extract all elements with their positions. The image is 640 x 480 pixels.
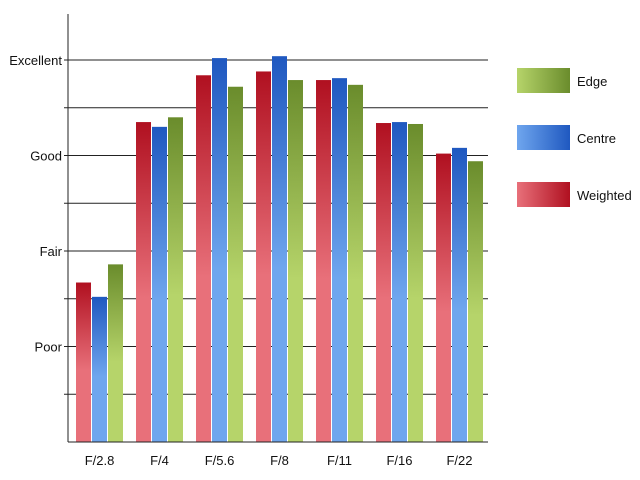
legend: Edge Centre Weighted [517,68,632,207]
bar-weighted-f-2-8 [76,282,91,442]
x-tick-label-f-11: F/11 [327,453,352,468]
bar-centre-f-11 [332,78,347,443]
legend-label-centre: Centre [577,131,616,146]
bar-edge-f-16 [408,123,423,443]
legend-swatch-weighted [517,182,570,207]
bar-centre-f-22 [452,147,467,443]
bar-edge-f-5-6 [228,86,243,443]
y-tick-label-good: Good [30,149,62,164]
y-tick-label-fair: Fair [40,244,63,259]
bar-weighted-f-4 [136,122,151,442]
bar-edge-f-4 [168,117,183,443]
x-tick-label-f-5-6: F/5.6 [205,453,235,468]
legend-label-weighted: Weighted [577,188,632,203]
legend-swatch-centre [517,125,570,150]
y-tick-label-excellent: Excellent [9,53,62,68]
bar-edge-f-2-8 [108,264,123,442]
bar-weighted-f-5-6 [196,75,211,442]
bar-edge-f-22 [468,161,483,443]
x-tick-label-f-2-8: F/2.8 [85,453,115,468]
bar-weighted-f-22 [436,153,451,442]
bar-centre-f-5-6 [212,58,227,443]
y-tick-label-poor: Poor [35,340,63,355]
x-tick-label-f-4: F/4 [150,453,169,468]
bar-edge-f-8 [288,80,303,443]
bars [76,56,483,443]
axes [67,14,488,443]
bar-centre-f-8 [272,56,287,443]
bar-centre-f-4 [152,126,167,442]
x-tick-label-f-16: F/16 [386,453,412,468]
bar-centre-f-16 [392,122,407,442]
legend-swatch-edge [517,68,570,93]
bar-centre-f-2-8 [92,296,107,442]
bar-weighted-f-16 [376,123,391,442]
legend-label-edge: Edge [577,74,607,89]
x-tick-label-f-8: F/8 [270,453,289,468]
x-tick-label-f-22: F/22 [446,453,472,468]
y-tick-labels: Poor Fair Good Excellent [9,53,62,355]
bar-weighted-f-8 [256,71,271,443]
x-tick-labels: F/2.8 F/4 F/5.6 F/8 F/11 F/16 F/22 [85,453,473,468]
bar-edge-f-11 [348,84,363,442]
bar-weighted-f-11 [316,80,331,443]
